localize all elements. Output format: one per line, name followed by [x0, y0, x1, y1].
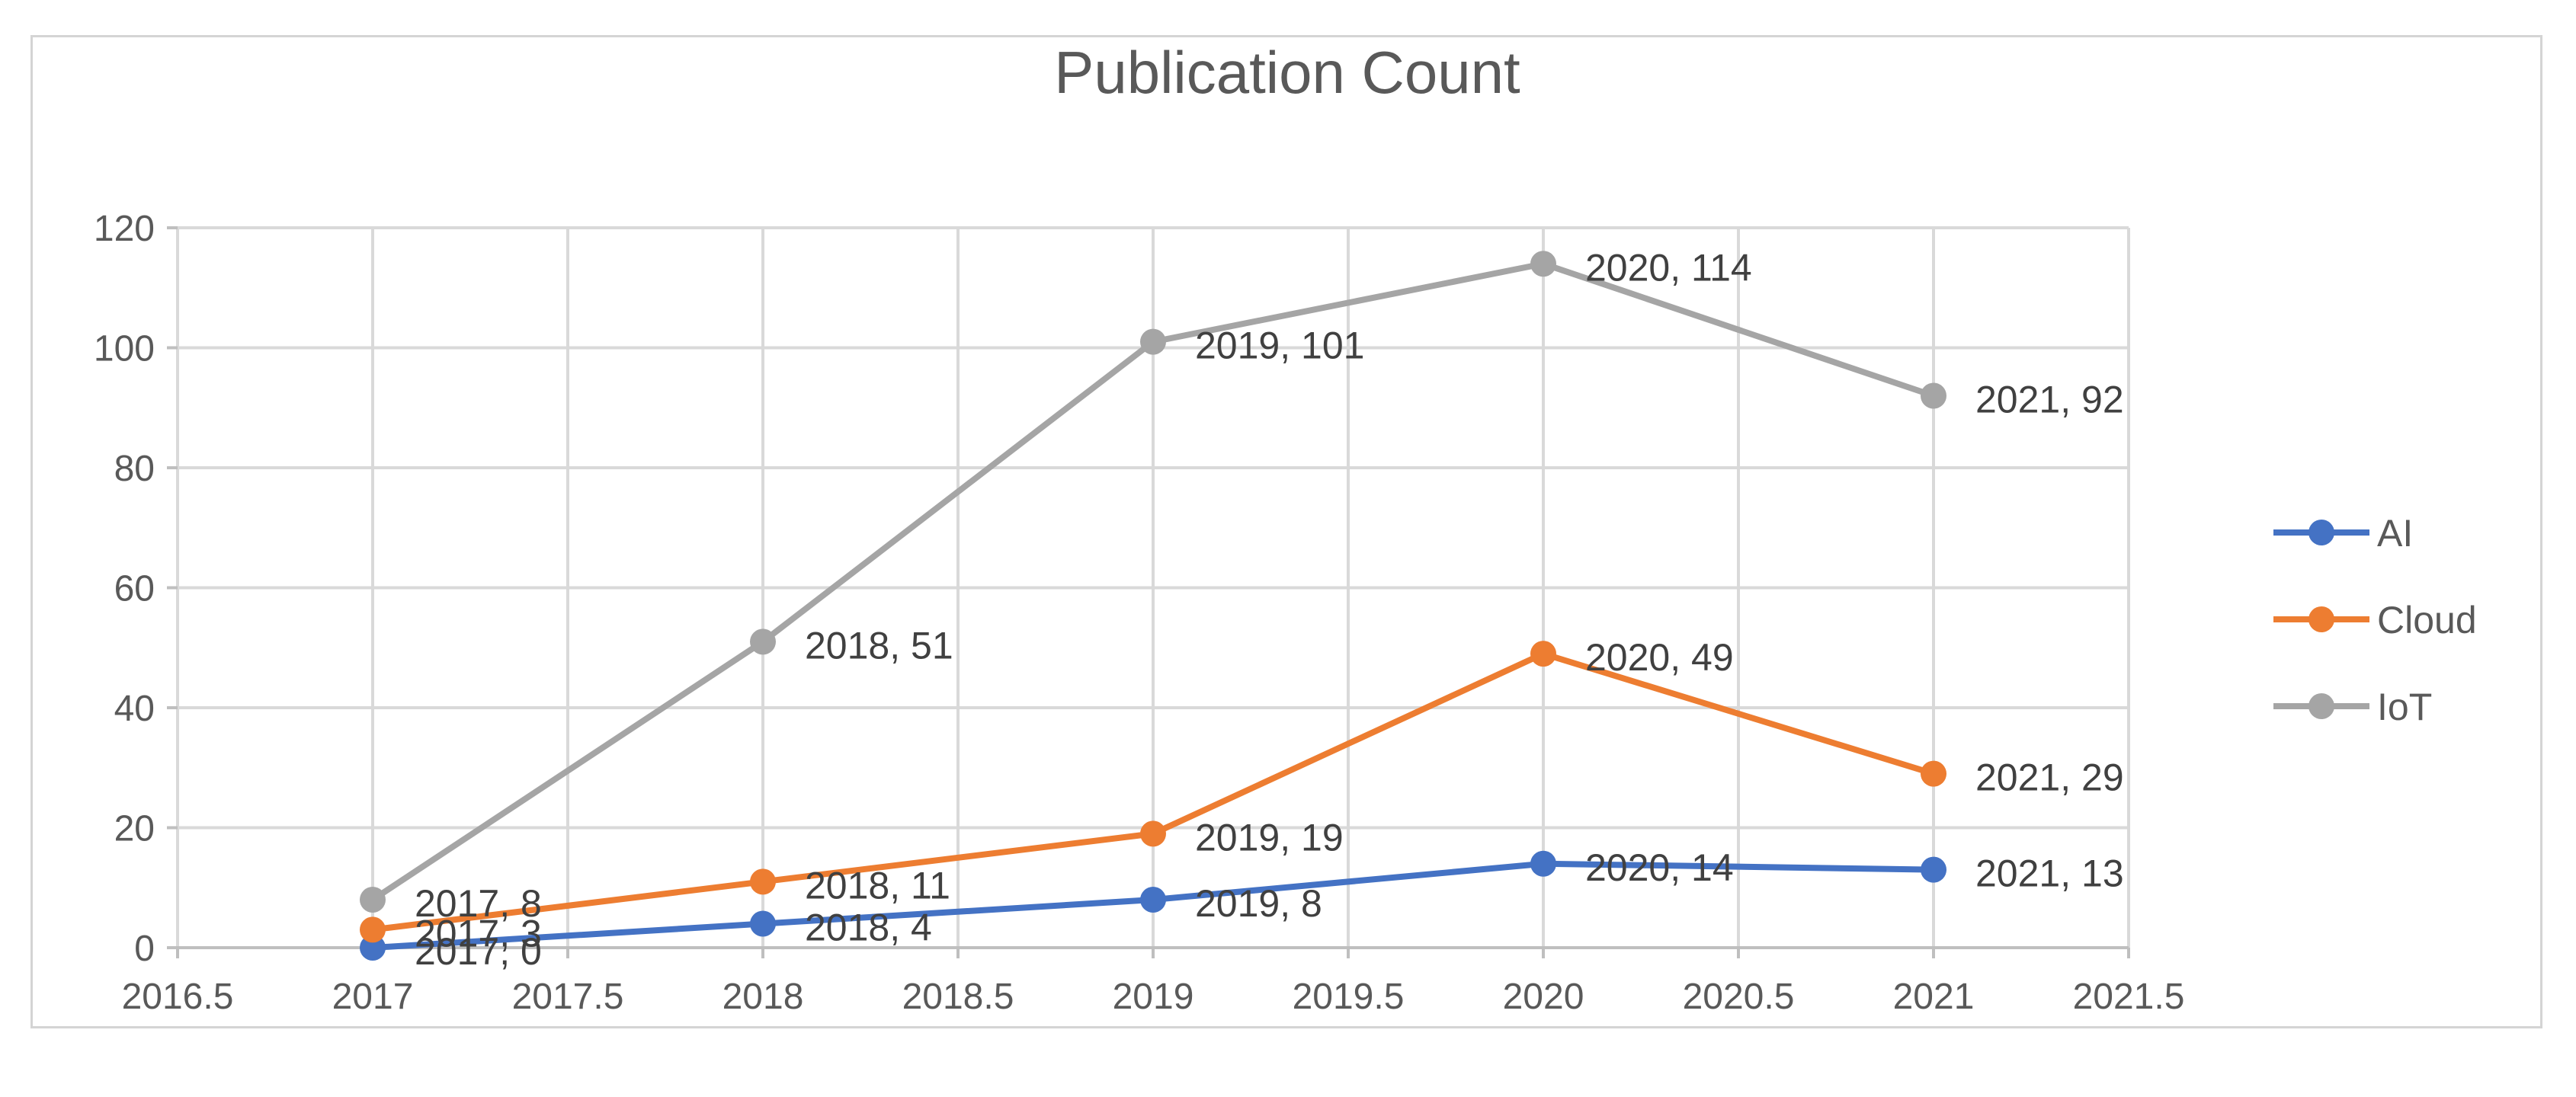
legend-marker — [2308, 520, 2334, 545]
data-point — [1530, 251, 1556, 277]
chart-title: Publication Count — [1054, 39, 1520, 106]
data-label: 2017, 8 — [415, 882, 542, 925]
data-point — [750, 910, 776, 937]
legend: AI Cloud IoT — [2273, 512, 2477, 728]
x-tick-label: 2018.5 — [902, 977, 1014, 1017]
y-tick-label: 0 — [134, 929, 155, 969]
x-tick-label: 2018 — [722, 977, 804, 1017]
x-tick-label: 2020 — [1503, 977, 1584, 1017]
data-label: 2021, 29 — [1975, 756, 2124, 799]
x-tick-label: 2020.5 — [1683, 977, 1795, 1017]
data-point — [360, 916, 386, 943]
data-label: 2021, 13 — [1975, 852, 2124, 895]
data-point — [1921, 856, 1946, 883]
data-label: 2018, 4 — [805, 907, 932, 949]
data-point — [1530, 641, 1556, 667]
data-label: 2017, 0 — [415, 930, 542, 973]
x-tick-label: 2017.5 — [512, 977, 624, 1017]
y-tick-label: 100 — [94, 329, 155, 369]
x-tick-label: 2016.5 — [122, 977, 234, 1017]
data-label: 2020, 14 — [1585, 846, 1734, 889]
line-chart: Publication Count 2016.5 2017 2017.5 2018 20… — [94, 39, 2477, 1017]
data-point — [750, 628, 776, 655]
data-label: 2018, 11 — [805, 864, 950, 907]
legend-label: IoT — [2377, 686, 2432, 728]
data-label: 2018, 51 — [805, 624, 953, 667]
x-tick-label: 2019.5 — [1293, 977, 1405, 1017]
x-tick-label: 2021.5 — [2073, 977, 2185, 1017]
y-tick-label: 120 — [94, 209, 155, 249]
data-point — [360, 887, 386, 913]
x-tick-label: 2017 — [332, 977, 414, 1017]
data-label: 2017, 3 — [415, 912, 542, 955]
data-point — [360, 935, 386, 961]
data-labels: 2017, 0 2018, 4 2019, 8 2020, 14 2021, 13 201… — [415, 246, 2124, 973]
data-point — [1921, 382, 1946, 409]
data-point — [750, 868, 776, 895]
legend-marker — [2308, 693, 2334, 719]
y-tick-label: 80 — [114, 449, 155, 489]
legend-label: Cloud — [2377, 599, 2477, 641]
x-tick-label: 2021 — [1893, 977, 1975, 1017]
data-point — [1140, 820, 1166, 847]
axes: 2016.5 2017 2017.5 2018 2018.5 2019 2019.5 2020… — [94, 209, 2185, 1017]
data-label: 2020, 49 — [1585, 636, 1734, 679]
series-lines — [360, 251, 1946, 961]
y-tick-label: 40 — [114, 689, 155, 729]
data-point — [1140, 887, 1166, 913]
legend-marker — [2308, 606, 2334, 632]
chart-frame: Publication Count 2016.5 2017 2017.5 2018 20… — [30, 35, 2542, 1028]
data-point — [1140, 328, 1166, 355]
data-point — [1921, 760, 1946, 787]
data-label: 2020, 114 — [1585, 246, 1752, 289]
legend-label: AI — [2377, 512, 2413, 555]
y-tick-label: 20 — [114, 809, 155, 849]
data-label: 2019, 101 — [1195, 325, 1364, 367]
data-label: 2021, 92 — [1975, 379, 2124, 421]
data-label: 2019, 19 — [1195, 816, 1344, 859]
x-tick-label: 2019 — [1113, 977, 1194, 1017]
data-label: 2019, 8 — [1195, 882, 1322, 925]
data-point — [1530, 850, 1556, 877]
y-tick-label: 60 — [114, 569, 155, 609]
